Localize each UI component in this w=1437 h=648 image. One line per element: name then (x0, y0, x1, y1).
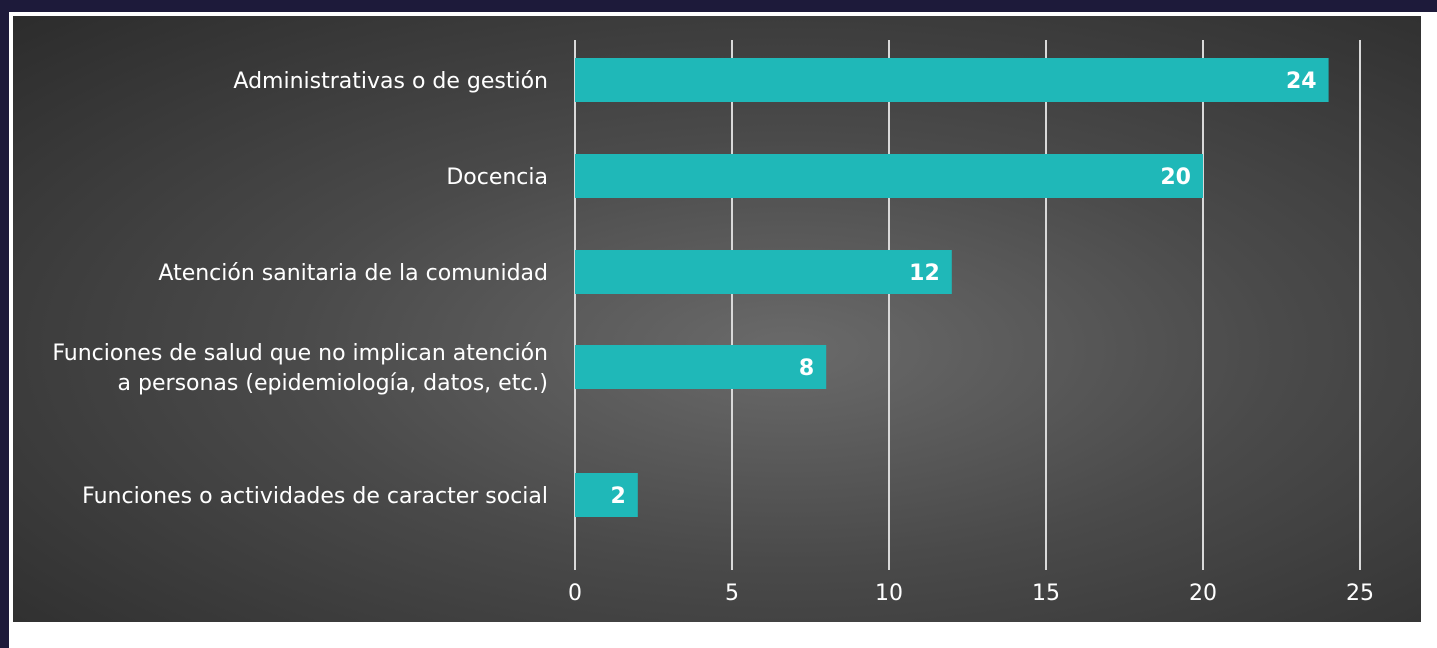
category-label-line: Administrativas o de gestión (233, 69, 548, 94)
bar-value-label: 20 (1160, 165, 1191, 190)
x-tick-label: 5 (725, 581, 739, 606)
gridlines (574, 40, 1361, 570)
bar-value-label: 24 (1286, 69, 1317, 94)
x-tick-label: 20 (1189, 581, 1217, 606)
bar (575, 250, 952, 294)
category-label-line: Atención sanitaria de la comunidad (158, 261, 548, 286)
bar (575, 58, 1329, 102)
left-border (0, 0, 9, 648)
category-label: Atención sanitaria de la comunidad (158, 261, 548, 286)
category-label: Funciones o actividades de caracter soci… (82, 484, 548, 509)
x-tick-label: 10 (875, 581, 903, 606)
chart-panel (13, 16, 1421, 622)
bar (575, 154, 1203, 198)
bar (575, 473, 638, 517)
category-label-line: a personas (epidemiología, datos, etc.) (118, 371, 548, 396)
category-label-line: Docencia (446, 165, 548, 190)
bar-value-label: 12 (909, 261, 940, 286)
category-label-line: Funciones o actividades de caracter soci… (82, 484, 548, 509)
category-labels: Administrativas o de gestión Docencia Aten… (52, 69, 548, 509)
x-tick-label: 25 (1346, 581, 1374, 606)
category-label-line: Funciones de salud que no implican atenc… (52, 341, 548, 366)
x-axis-ticks: 0 5 10 15 20 25 (568, 581, 1374, 606)
bars: 24 20 12 8 2 (575, 58, 1329, 517)
category-label: Docencia (446, 165, 548, 190)
category-label: Funciones de salud que no implican atenc… (52, 341, 548, 396)
x-tick-label: 0 (568, 581, 582, 606)
bar-value-label: 2 (610, 484, 625, 509)
bar (575, 345, 827, 389)
top-border (0, 0, 1437, 12)
bar-value-label: 8 (799, 356, 814, 381)
x-tick-label: 15 (1032, 581, 1060, 606)
category-label: Administrativas o de gestión (233, 69, 548, 94)
